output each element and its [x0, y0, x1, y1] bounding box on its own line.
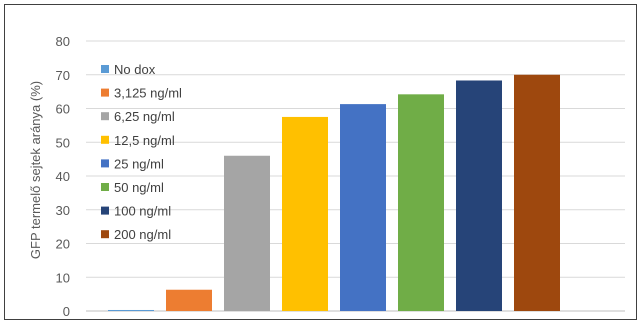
y-tick-label: 60 — [56, 102, 70, 117]
legend-label: 25 ng/ml — [114, 156, 164, 171]
y-tick-label: 10 — [56, 270, 70, 285]
legend-label: 12,5 ng/ml — [114, 133, 175, 148]
y-tick-label: 50 — [56, 135, 70, 150]
y-tick-labels: 0 10 20 30 40 50 60 70 80 — [56, 34, 70, 319]
legend-label: 200 ng/ml — [114, 227, 171, 242]
bar-3 — [224, 155, 270, 311]
legend-swatch — [101, 65, 109, 73]
legend-swatch — [101, 230, 109, 239]
legend-swatch — [101, 112, 109, 121]
bar-4 — [282, 116, 328, 311]
legend-label: 50 ng/ml — [114, 180, 164, 195]
legend-swatch — [101, 206, 109, 215]
bar-2 — [166, 289, 212, 311]
y-tick-label: 40 — [56, 169, 70, 184]
bars — [108, 74, 560, 311]
y-axis-title: GFP termelő sejtek aránya (%) — [28, 81, 43, 259]
legend-swatch — [101, 88, 109, 97]
y-tick-label: 80 — [56, 34, 70, 49]
legend-swatch — [101, 135, 109, 144]
bar-7 — [456, 80, 502, 311]
legend-swatch — [101, 183, 109, 191]
legend-label: No dox — [114, 62, 156, 77]
legend: No dox 3,125 ng/ml 6,25 ng/ml 12,5 ng/ml 25 … — [101, 62, 182, 242]
legend-label: 3,125 ng/ml — [114, 86, 182, 101]
legend-label: 100 ng/ml — [114, 204, 171, 219]
bar-5 — [340, 104, 386, 311]
y-tick-label: 20 — [56, 237, 70, 252]
bar-6 — [398, 94, 444, 311]
legend-label: 6,25 ng/ml — [114, 109, 175, 124]
bar-8 — [514, 74, 560, 311]
y-tick-label: 0 — [63, 304, 70, 319]
legend-swatch — [101, 159, 109, 168]
y-tick-label: 30 — [56, 203, 70, 218]
bar-1 — [108, 309, 154, 311]
y-tick-label: 70 — [56, 68, 70, 83]
